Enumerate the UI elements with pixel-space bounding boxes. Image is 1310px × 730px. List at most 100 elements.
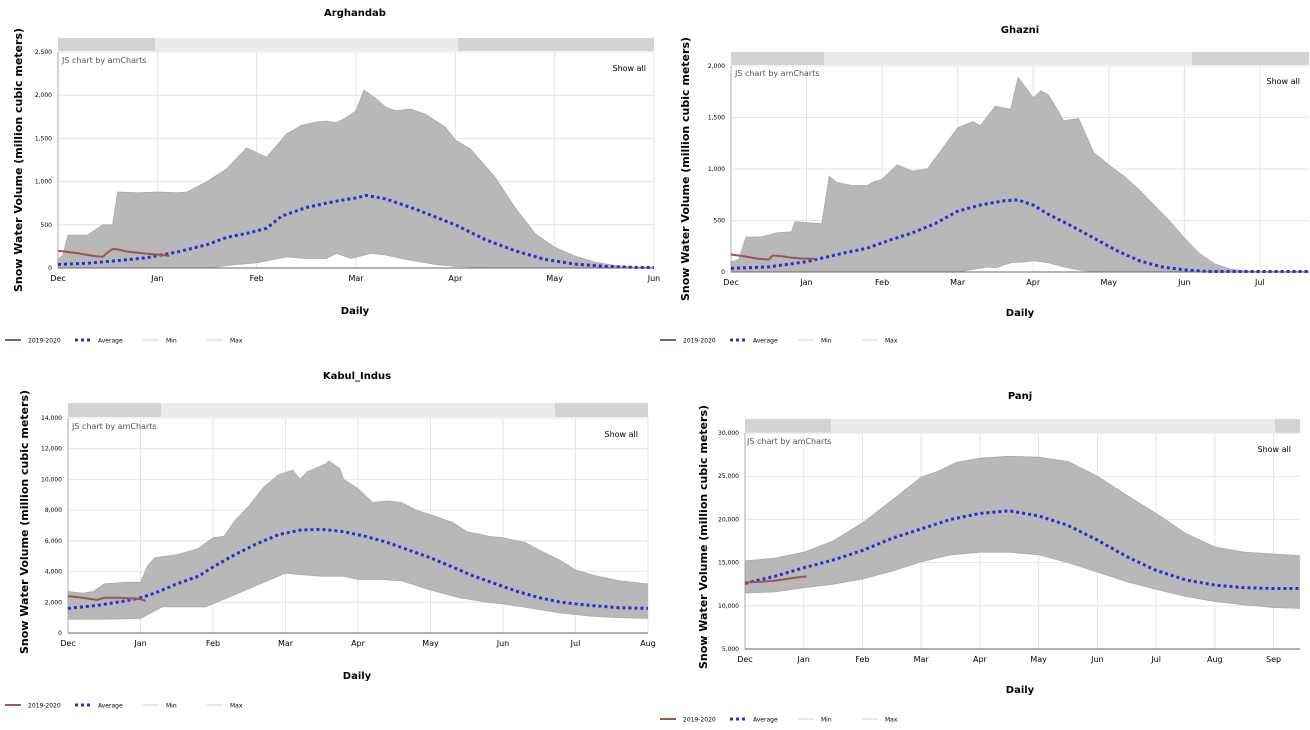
scrollbar-left-grip[interactable]: [68, 403, 161, 417]
legend-item-average[interactable]: Average: [730, 717, 778, 724]
legend-item-min-label: Min: [166, 338, 177, 345]
show-all-button[interactable]: Show all: [613, 64, 646, 73]
y-tick-label: 500: [41, 222, 53, 229]
legend-item-min-label: Min: [821, 717, 832, 724]
scrollbar-right-grip[interactable]: [1275, 419, 1300, 433]
x-tick-label: Jun: [1090, 655, 1104, 664]
x-tick-label: Mar: [950, 278, 966, 287]
amcharts-credit-link[interactable]: JS chart by amCharts: [61, 56, 147, 65]
x-tick-label: May: [1030, 655, 1047, 664]
scrollbar-left-grip[interactable]: [58, 38, 155, 51]
x-tick-label: Mar: [348, 274, 364, 283]
legend-item-average[interactable]: Average: [75, 703, 123, 710]
legend-item-2019-2020[interactable]: 2019-2020: [5, 338, 61, 345]
y-tick-label: 2,500: [35, 49, 52, 56]
series-max-line: [57, 89, 655, 268]
y-tick-label: 15,000: [718, 560, 739, 567]
scrollbar-track[interactable]: [745, 419, 1300, 433]
amcharts-credit-link[interactable]: JS chart by amCharts: [71, 422, 157, 431]
chart-panel-arghandab: Arghandab 0 500 1,000 1,500 2,000 2,500 Dec Jan F…: [0, 0, 660, 350]
series-average-line: [730, 198, 1309, 273]
legend-item-average-label: Average: [753, 338, 778, 345]
x-tick-label: May: [1101, 278, 1118, 287]
scrollbar-track[interactable]: [731, 52, 1309, 65]
min-max-band: [731, 77, 1309, 272]
legend-item-average-label: Average: [753, 717, 778, 724]
legend-item-max[interactable]: Max: [207, 703, 243, 710]
series-2019-2020-line: [57, 247, 170, 258]
x-tick-label: May: [546, 274, 563, 283]
y-axis-label: Snow Water Volume (million cubic meters): [12, 28, 25, 292]
chart-panel-ghazni: Ghazni 0 500 1,000 1,500 2,000 Dec Jan Feb Mar Apr…: [655, 0, 1310, 350]
chart-svg-kabul-indus: Kabul_Indus 0 2,000 4,000 6,000 8,000 10,000 12…: [5, 371, 656, 710]
y-tick-label: 0: [58, 630, 62, 637]
legend-item-average[interactable]: Average: [75, 338, 123, 345]
y-tick-label: 30,000: [718, 430, 739, 437]
y-tick-label: 1,500: [35, 135, 52, 142]
scrollbar-right-grip[interactable]: [458, 38, 654, 51]
legend-item-min[interactable]: Min: [143, 338, 177, 345]
x-axis-label: Daily: [343, 671, 372, 682]
series-max-line: [744, 455, 1301, 562]
x-tick-label: Mar: [278, 639, 294, 648]
scrollbar-left-grip[interactable]: [731, 52, 824, 65]
legend-item-max[interactable]: Max: [862, 338, 898, 345]
x-tick-label: Dec: [723, 278, 738, 287]
amcharts-credit-link[interactable]: JS chart by amCharts: [734, 69, 820, 78]
y-tick-label: 0: [48, 265, 52, 272]
min-max-band: [68, 461, 648, 620]
x-axis-label: Daily: [1006, 308, 1035, 319]
y-axis-label: Snow Water Volume (million cubic meters): [18, 390, 31, 654]
legend-item-average[interactable]: Average: [730, 338, 778, 345]
x-tick-label: Sep: [1266, 655, 1281, 664]
amcharts-credit-link[interactable]: JS chart by amCharts: [746, 437, 832, 446]
series-max-line: [730, 76, 1309, 272]
chart-panel-panj: Panj 5,000 10,000 15,000 20,000 25,000 30,000 D…: [655, 385, 1310, 730]
legend-item-min-label: Min: [821, 338, 832, 345]
chart-svg-arghandab: Arghandab 0 500 1,000 1,500 2,000 2,500 Dec Jan F…: [5, 8, 660, 345]
y-tick-label: 1,000: [708, 166, 725, 173]
scrollbar-right-grip[interactable]: [1192, 52, 1309, 65]
x-tick-label: Jun: [496, 639, 510, 648]
legend-item-min[interactable]: Min: [143, 703, 177, 710]
legend-item-min-label: Min: [166, 703, 177, 710]
x-tick-label: Aug: [1207, 655, 1223, 664]
x-axis-label: Daily: [341, 306, 370, 317]
x-tick-label: Dec: [737, 655, 752, 664]
y-axis-label: Snow Water Volume (million cubic meters): [679, 37, 692, 301]
chart-title: Ghazni: [1001, 25, 1039, 36]
y-tick-label: 2,000: [708, 63, 725, 70]
x-tick-label: May: [422, 639, 439, 648]
legend-item-min[interactable]: Min: [798, 338, 832, 345]
legend-item-max[interactable]: Max: [862, 717, 898, 724]
legend-item-max[interactable]: Max: [207, 338, 243, 345]
y-tick-label: 0: [721, 269, 725, 276]
y-tick-label: 20,000: [718, 516, 739, 523]
x-tick-label: Dec: [60, 639, 75, 648]
y-tick-label: 8,000: [45, 507, 62, 514]
show-all-button[interactable]: Show all: [1267, 77, 1300, 86]
y-tick-label: 10,000: [718, 603, 739, 610]
scrollbar-track[interactable]: [68, 403, 648, 417]
legend-item-min[interactable]: Min: [798, 717, 832, 724]
legend-item-2019-2020-label: 2019-2020: [683, 717, 716, 724]
y-tick-label: 25,000: [718, 473, 739, 480]
legend-item-2019-2020[interactable]: 2019-2020: [660, 717, 716, 724]
series-2019-2020-line: [730, 253, 816, 261]
x-tick-label: Apr: [973, 655, 988, 664]
x-tick-label: Apr: [351, 639, 366, 648]
legend-item-2019-2020-label: 2019-2020: [28, 338, 61, 345]
y-axis-label: Snow Water Volume (million cubic meters): [697, 405, 710, 669]
min-max-band: [745, 456, 1300, 609]
y-tick-label: 500: [714, 218, 726, 225]
x-tick-label: Feb: [875, 278, 889, 287]
x-tick-label: Jul: [1150, 655, 1161, 664]
chart-title: Kabul_Indus: [323, 371, 391, 382]
scrollbar-right-grip[interactable]: [555, 403, 648, 417]
show-all-button[interactable]: Show all: [1258, 445, 1291, 454]
legend-item-2019-2020[interactable]: 2019-2020: [660, 338, 716, 345]
show-all-button[interactable]: Show all: [605, 430, 638, 439]
scrollbar-left-grip[interactable]: [745, 419, 831, 433]
y-tick-label: 6,000: [45, 538, 62, 545]
legend-item-2019-2020[interactable]: 2019-2020: [5, 703, 61, 710]
